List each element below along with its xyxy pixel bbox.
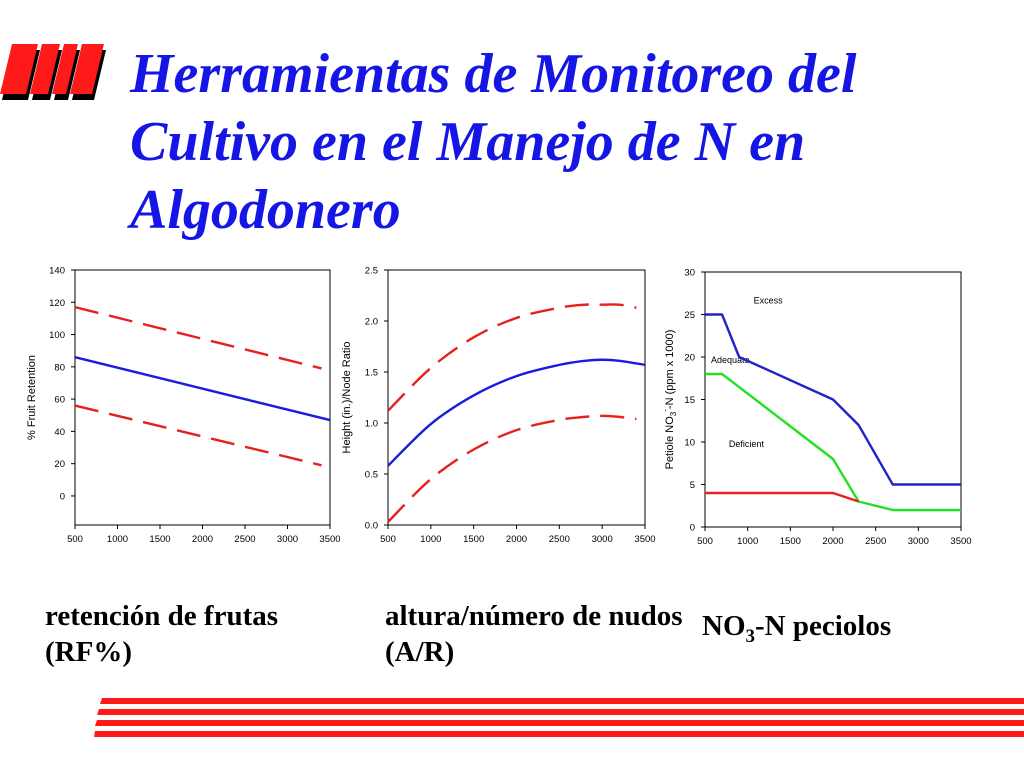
height-node-ratio-chart: 500 1000 1500 2000 2500 3000 3500 0.0 0.5 1.0 1.5 2… — [341, 266, 656, 546]
series-line-1 — [74, 305, 322, 370]
y-axis-label-sub: 3 — [669, 411, 678, 416]
y-axis-label-sup: - — [661, 409, 670, 412]
annotation-deficient: Deficient — [729, 439, 765, 449]
y-tick-label: 0 — [690, 523, 695, 534]
slide-title: Herramientas de Monitoreo del Cultivo en… — [130, 43, 857, 241]
series-line-3 — [387, 414, 637, 523]
y-tick-label: 20 — [684, 353, 695, 364]
series-line-3 — [74, 404, 322, 467]
x-tick-label: 500 — [697, 536, 713, 547]
y-tick-label: 1.5 — [365, 368, 378, 379]
y-tick-label: 1.0 — [365, 419, 378, 430]
x-tick-label: 1000 — [737, 536, 758, 547]
y-tick-label: 2.5 — [365, 266, 378, 277]
y-tick-label: 2.0 — [365, 317, 378, 328]
y-tick-label: 120 — [49, 298, 65, 309]
caption-no3-sub: 3 — [745, 625, 756, 647]
series-line-2 — [387, 358, 646, 467]
x-tick-label: 3500 — [319, 534, 340, 545]
y-tick-label: 15 — [684, 395, 695, 406]
annotation-adequate: Adequate — [711, 355, 750, 365]
x-tick-label: 500 — [67, 534, 83, 545]
x-tick-label: 1000 — [420, 534, 441, 545]
caption-height-node: altura/número de nudos (A/R) — [385, 600, 683, 668]
x-tick-label: 500 — [380, 534, 396, 545]
x-tick-label: 1500 — [149, 534, 170, 545]
plot-frame — [387, 269, 646, 526]
y-tick-label: 0 — [60, 491, 65, 502]
y-tick-label: 0.0 — [365, 521, 378, 532]
y-tick-label: 100 — [49, 330, 65, 341]
stripes-logo — [0, 44, 106, 100]
y-tick-label: 60 — [54, 395, 65, 406]
caption-petiole-nitrate: NO3-N peciolos — [702, 608, 1002, 655]
x-tick-label: 2500 — [234, 534, 255, 545]
y-tick-label: 140 — [49, 266, 65, 277]
x-tick-label: 3000 — [277, 534, 298, 545]
y-axis-label-base: Petiole NO — [664, 416, 676, 470]
y-tick-label: 40 — [54, 427, 65, 438]
x-tick-label: 3000 — [908, 536, 929, 547]
y-tick-label: 20 — [54, 459, 65, 470]
series-line-3 — [705, 491, 859, 503]
x-tick-label: 3500 — [950, 536, 971, 547]
caption-no3-base: NO — [702, 610, 746, 642]
y-axis-label-rest: -N (ppm x 1000) — [664, 330, 676, 409]
y-tick-label: 80 — [54, 362, 65, 373]
caption-fruit-retention: retención de frutas (RF%) — [45, 600, 279, 668]
annotation-excess: Excess — [754, 295, 784, 305]
x-tick-label: 1500 — [463, 534, 484, 545]
y-axis-label: Height (in.)/Node Ratio — [341, 342, 353, 454]
x-tick-label: 2000 — [506, 534, 527, 545]
series-line-1 — [387, 303, 637, 412]
series-line-1 — [705, 313, 961, 486]
y-tick-label: 10 — [684, 438, 695, 449]
y-axis-label: Petiole NO3--N (ppm x 1000) — [661, 330, 678, 470]
x-tick-label: 3000 — [592, 534, 613, 545]
y-tick-label: 5 — [690, 480, 695, 491]
series-line-2 — [74, 355, 331, 422]
series-line-2 — [705, 372, 961, 512]
petiole-nitrate-chart: 500 1000 1500 2000 2500 3000 3500 0 5 10 15 20 25 30 P… — [661, 268, 972, 548]
y-tick-label: 25 — [684, 310, 695, 321]
plot-frame — [74, 269, 331, 526]
x-tick-label: 2500 — [549, 534, 570, 545]
y-axis-label: % Fruit Retention — [26, 355, 38, 440]
x-tick-label: 1000 — [107, 534, 128, 545]
x-tick-label: 2500 — [865, 536, 886, 547]
y-tick-label: 30 — [684, 268, 695, 279]
x-tick-label: 3500 — [634, 534, 655, 545]
caption-no3-rest: -N peciolos — [755, 610, 892, 642]
x-tick-label: 1500 — [780, 536, 801, 547]
x-tick-label: 2000 — [822, 536, 843, 547]
bottom-stripes — [94, 698, 1024, 737]
y-tick-label: 0.5 — [365, 470, 378, 481]
x-tick-label: 2000 — [192, 534, 213, 545]
fruit-retention-chart: 500 1000 1500 2000 2500 3000 3500 0 20 40 60 80 100 1… — [26, 266, 340, 546]
